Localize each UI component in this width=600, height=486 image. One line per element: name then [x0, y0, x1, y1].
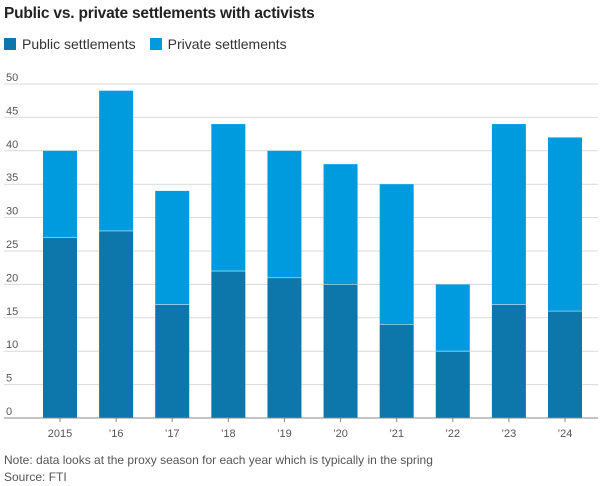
x-tick-label: ’24	[558, 428, 573, 440]
bar-public-segment	[43, 237, 77, 418]
y-tick-label: 20	[6, 272, 18, 284]
legend-item-private: Private settlements	[149, 36, 287, 52]
y-tick-label: 25	[6, 239, 18, 251]
x-tick-label: ’22	[445, 428, 460, 440]
y-tick-label: 30	[6, 206, 18, 218]
x-tick-label: ’21	[389, 428, 404, 440]
bar-public-segment	[267, 277, 302, 418]
x-tick-label: ’17	[165, 428, 180, 440]
legend-swatch-private	[149, 38, 162, 50]
bar-private-segment	[323, 164, 358, 285]
bar-public-segment	[379, 324, 414, 418]
legend-label-public: Public settlements	[22, 36, 136, 52]
bar-public-segment	[99, 230, 134, 418]
legend-swatch-public	[4, 38, 16, 50]
chart-title: Public vs. private settlements with acti…	[4, 5, 315, 22]
bar-private-segment	[43, 150, 77, 238]
y-tick-label: 5	[6, 373, 12, 385]
x-tick-label: 2015	[48, 428, 72, 440]
bar-private-segment	[548, 137, 582, 312]
y-tick-label: 10	[6, 339, 18, 351]
chart-footnote: Note: data looks at the proxy season for…	[4, 452, 433, 486]
y-tick-label: 35	[6, 172, 18, 184]
legend-item-public: Public settlements	[4, 36, 136, 52]
bar-public-segment	[323, 284, 358, 418]
bar-private-segment	[491, 124, 526, 305]
bar-private-segment	[267, 150, 302, 278]
y-tick-label: 40	[6, 139, 18, 151]
y-tick-label: 15	[6, 306, 18, 318]
bar-public-segment	[155, 304, 190, 418]
x-tick-label: ’20	[333, 428, 348, 440]
bar-private-segment	[379, 184, 414, 325]
bar-public-segment	[435, 351, 470, 418]
y-tick-label: 45	[6, 105, 18, 117]
y-tick-label: 0	[6, 406, 12, 418]
bar-private-segment	[99, 90, 134, 231]
x-tick-label: ’19	[277, 428, 292, 440]
bar-public-segment	[548, 311, 582, 418]
source-text: Source: FTI	[4, 470, 67, 484]
bar-public-segment	[491, 304, 526, 418]
x-tick-label: ’18	[221, 428, 236, 440]
x-tick-label: ’23	[502, 428, 517, 440]
legend-label-private: Private settlements	[167, 36, 287, 52]
bar-public-segment	[211, 271, 246, 418]
note-text: Note: data looks at the proxy season for…	[4, 453, 433, 467]
bar-private-segment	[155, 190, 190, 305]
y-tick-label: 50	[6, 72, 18, 84]
bar-private-segment	[211, 124, 246, 272]
legend: Public settlements Private settlements	[4, 36, 301, 52]
bar-private-segment	[435, 284, 470, 352]
x-tick-label: ’16	[109, 428, 124, 440]
